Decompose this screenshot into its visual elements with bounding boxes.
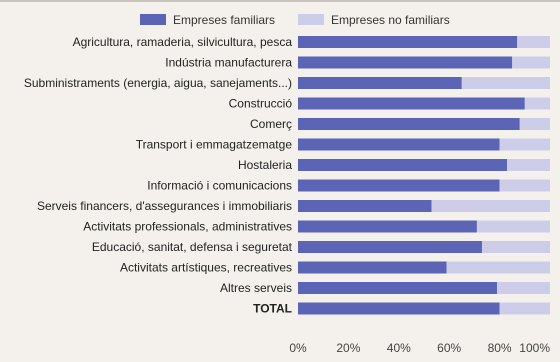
category-label-5: Transport i emmagatzematge — [136, 138, 293, 152]
category-label-9: Activitats professionals, administrative… — [83, 220, 292, 234]
category-label-12: Altres serveis — [220, 281, 292, 295]
bar-familiars-4 — [298, 118, 520, 130]
bar-familiars-12 — [298, 282, 498, 294]
x-tick-label-4: 80% — [488, 341, 512, 355]
bar-no-familiars-12 — [497, 282, 550, 294]
bar-familiars-10 — [298, 241, 482, 253]
bar-no-familiars-8 — [431, 200, 550, 212]
bar-familiars-7 — [298, 179, 500, 192]
bar-familiars-9 — [298, 220, 477, 233]
bar-no-familiars-0 — [517, 36, 550, 48]
category-label-7: Informació i comunicacions — [147, 179, 292, 193]
category-label-1: Indústria manufacturera — [165, 56, 292, 70]
category-label-11: Activitats artístiques, recreatives — [120, 261, 292, 275]
bar-familiars-1 — [298, 56, 513, 69]
bar-no-familiars-11 — [446, 261, 550, 274]
category-label-13: TOTAL — [253, 302, 292, 316]
bar-familiars-11 — [298, 261, 447, 274]
bar-no-familiars-5 — [499, 138, 550, 151]
bar-no-familiars-4 — [519, 118, 550, 130]
legend-label-1: Empreses no familiars — [331, 13, 450, 27]
legend-swatch-1 — [298, 14, 324, 25]
bar-no-familiars-1 — [512, 56, 550, 69]
bar-no-familiars-2 — [461, 77, 550, 89]
bar-familiars-8 — [298, 200, 432, 212]
x-tick-label-3: 60% — [437, 341, 461, 355]
category-labels: Agricultura, ramaderia, silvicultura, pe… — [24, 35, 293, 316]
x-tick-label-2: 40% — [387, 341, 411, 355]
bar-no-familiars-13 — [499, 302, 550, 315]
category-label-3: Construcció — [229, 97, 293, 111]
bar-familiars-2 — [298, 77, 462, 89]
bar-no-familiars-3 — [524, 97, 550, 110]
bar-no-familiars-10 — [481, 241, 550, 253]
category-label-10: Educació, sanitat, defensa i seguretat — [92, 240, 293, 254]
bar-no-familiars-7 — [499, 179, 550, 192]
category-label-2: Subministraments (energia, aigua, saneja… — [24, 76, 292, 90]
category-label-8: Serveis financers, d'assegurances i immo… — [37, 199, 292, 213]
bar-no-familiars-9 — [476, 220, 550, 233]
bars-group — [298, 36, 550, 315]
legend-label-0: Empreses familiars — [173, 13, 275, 27]
x-axis-ticks: 0% 20% 40% 60% 80% 100% — [289, 341, 550, 355]
legend: Empreses familiars Empreses no familiars — [140, 13, 450, 27]
category-label-6: Hostaleria — [238, 158, 292, 172]
x-tick-label-1: 20% — [336, 341, 360, 355]
bar-familiars-5 — [298, 138, 500, 151]
x-tick-label-0: 0% — [289, 341, 307, 355]
bar-familiars-6 — [298, 159, 508, 171]
legend-swatch-0 — [140, 14, 166, 25]
category-label-0: Agricultura, ramaderia, silvicultura, pe… — [73, 35, 293, 49]
bar-familiars-3 — [298, 97, 525, 110]
bar-familiars-13 — [298, 302, 500, 315]
x-tick-label-5: 100% — [519, 341, 550, 355]
bar-no-familiars-6 — [507, 159, 550, 171]
bar-familiars-0 — [298, 36, 518, 48]
category-label-4: Comerç — [250, 117, 292, 131]
